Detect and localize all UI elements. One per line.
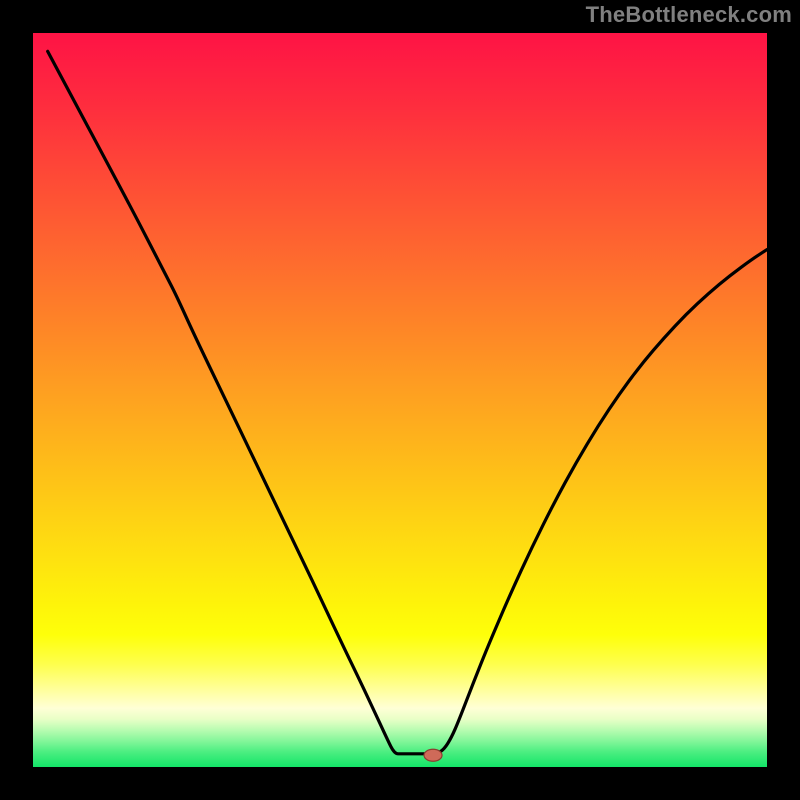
bottleneck-chart	[0, 0, 800, 800]
plot-background	[33, 33, 767, 767]
watermark-text: TheBottleneck.com	[586, 2, 792, 28]
optimum-marker	[424, 749, 442, 761]
